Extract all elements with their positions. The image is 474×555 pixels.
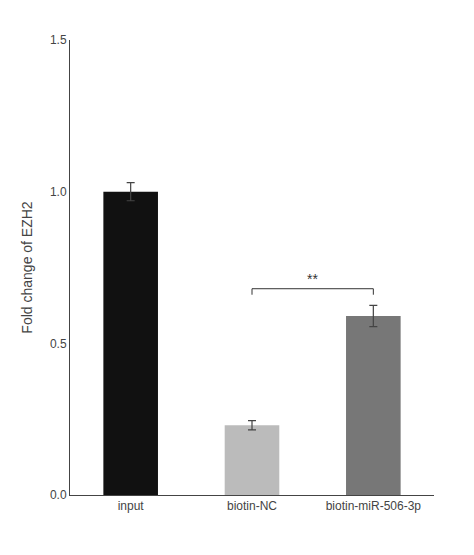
svg-text:Fold change of EZH2: Fold change of EZH2 <box>19 201 35 334</box>
svg-text:biotin-NC: biotin-NC <box>227 499 277 513</box>
svg-text:input: input <box>118 499 145 513</box>
svg-text:biotin-miR-506-3p: biotin-miR-506-3p <box>326 499 422 513</box>
svg-text:1.0: 1.0 <box>50 185 67 199</box>
svg-text:**: ** <box>307 271 318 287</box>
svg-text:0.5: 0.5 <box>50 337 67 351</box>
svg-text:0.0: 0.0 <box>50 488 67 502</box>
svg-text:1.5: 1.5 <box>50 33 67 47</box>
